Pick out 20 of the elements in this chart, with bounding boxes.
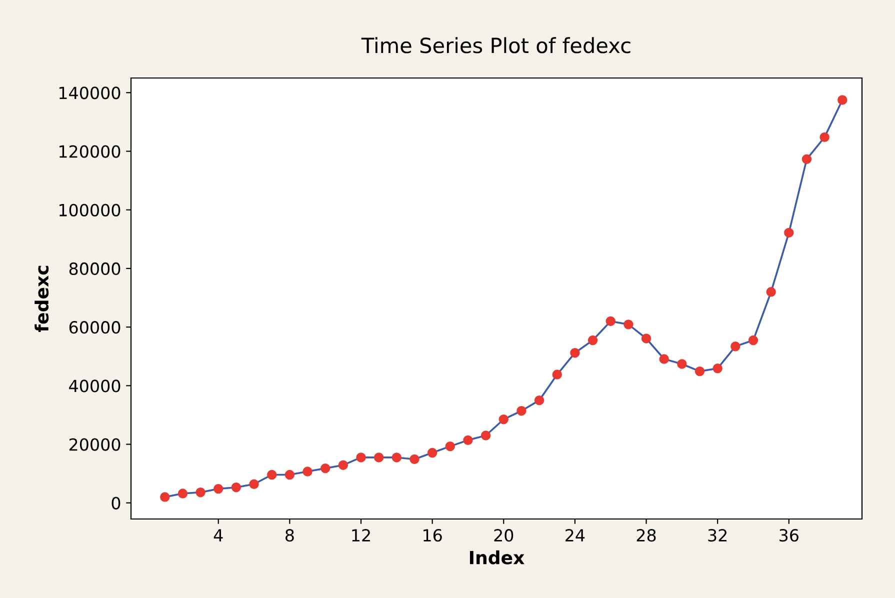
x-tick-label: 24 <box>566 529 585 542</box>
y-tick-label: 40000 <box>69 380 120 392</box>
y-tick-label: 0 <box>112 496 120 510</box>
x-tick-label: 36 <box>780 529 798 542</box>
y-tick-label: 20000 <box>69 438 120 451</box>
y-tick-label: 60000 <box>69 321 120 334</box>
x-tick-label: 20 <box>494 529 514 542</box>
x-tick-label: 28 <box>636 529 656 542</box>
x-tick-label: 4 <box>214 529 223 542</box>
chart-title: Time Series Plot of fedexc <box>361 37 630 54</box>
y-tick-label: 140000 <box>59 86 120 100</box>
y-axis-title: fedexc <box>34 266 49 332</box>
x-axis-title: Index <box>470 550 524 564</box>
x-tick-label: 32 <box>708 529 727 542</box>
x-tick-label: 8 <box>286 529 294 542</box>
y-tick-label: 100000 <box>59 204 120 216</box>
y-tick-label: 80000 <box>69 262 120 276</box>
x-tick-label: 16 <box>424 529 442 542</box>
x-tick-label: 12 <box>352 529 370 542</box>
y-tick-label: 120000 <box>59 145 120 158</box>
